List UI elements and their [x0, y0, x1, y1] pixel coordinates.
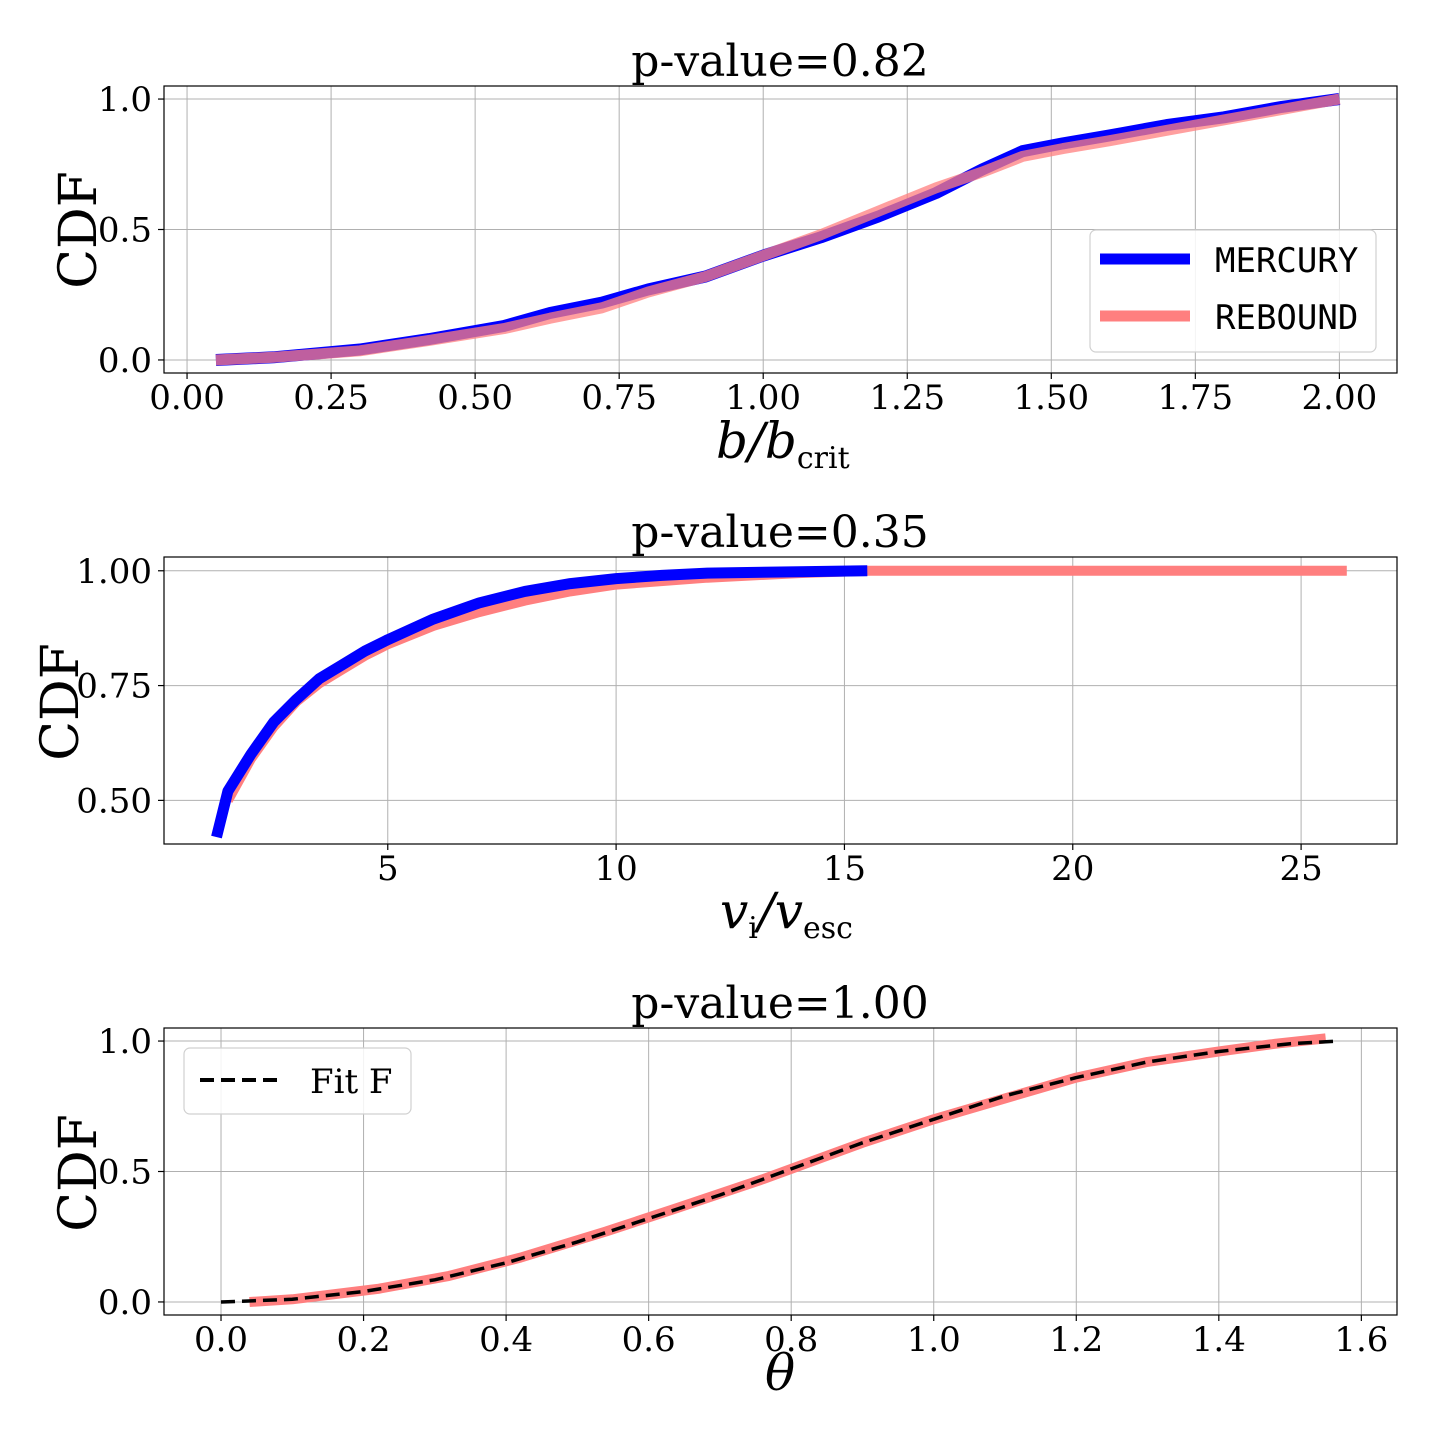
x-tick-label: 1.75: [1157, 378, 1233, 418]
panel-2-x-axis-label-subscript-2: esc: [803, 911, 853, 946]
y-tick-label: 0.0: [98, 1283, 152, 1323]
panel-3-x-axis-label: θ: [765, 1344, 795, 1402]
panel-2-x-axis-label-subscript: i: [748, 911, 758, 946]
panel-1-x-axis-label-subscript: crit: [797, 441, 850, 476]
y-tick-label: 0.5: [98, 211, 152, 251]
x-tick-label: 0.4: [479, 1320, 533, 1360]
panel-2-x-axis-label: vi/vesc: [720, 882, 853, 946]
panel-2-x-ticks: 5 10 15 20 25: [377, 844, 1323, 889]
series-line-fit-f: [220, 1039, 1341, 1304]
panel-1-legend-label-rebound: REBOUND: [1215, 298, 1358, 338]
series-line-mercury: [211, 565, 868, 839]
x-tick-label: 1.0: [907, 1320, 961, 1360]
panel-2-y-ticks: 0.50 0.75 1.00: [76, 552, 164, 821]
panel-2-x-axis-label-mid: /v: [754, 882, 803, 940]
x-tick-label: 0.0: [194, 1320, 248, 1360]
panel-3-x-ticks: 0.0 0.2 0.4 0.6 0.8 1.0 1.2 1.4 1.6: [194, 1315, 1388, 1360]
y-tick-label: 0.75: [76, 667, 152, 707]
panel-1-series: [215, 93, 1341, 366]
panel-3-series: [220, 1033, 1341, 1307]
x-tick-label: 1.00: [725, 378, 801, 418]
panel-1-grid: [164, 86, 1397, 373]
panel-3-title: p-value=1.00: [631, 978, 928, 1029]
y-tick-label: 0.5: [98, 1153, 152, 1193]
x-tick-label: 1.4: [1192, 1320, 1246, 1360]
panel-1-y-ticks: 0.0 0.5 1.0: [98, 80, 164, 381]
series-line-rebound: [215, 93, 1341, 366]
panel-1: 0.00 0.25 0.50 0.75 1.00 1.25 1.50 1.75 2.00 0.0…: [49, 36, 1398, 476]
y-tick-label: 1.0: [98, 80, 152, 120]
x-tick-label: 20: [1051, 849, 1094, 889]
x-tick-label: 1.50: [1013, 378, 1089, 418]
panel-2-x-axis-label-main: v: [720, 882, 748, 940]
x-tick-label: 25: [1279, 849, 1322, 889]
x-tick-label: 0.75: [581, 378, 657, 418]
x-tick-label: 5: [377, 849, 399, 889]
x-tick-label: 0.00: [149, 378, 225, 418]
panel-2: 5 10 15 20 25 0.500.751.00 p-value=0.35 CDF …: [31, 507, 1398, 946]
panel-2-title: p-value=0.35: [631, 507, 928, 558]
panel-1-legend: MERCURY REBOUND: [1089, 229, 1377, 353]
x-tick-label: 10: [594, 849, 637, 889]
panel-2-y-axis-label: CDF: [31, 643, 91, 761]
panel-1-title: p-value=0.82: [631, 36, 928, 87]
panel-1-x-axis-label: b/bcrit: [716, 412, 850, 476]
y-tick-label: 0.0: [98, 341, 152, 381]
x-tick-label: 0.2: [337, 1320, 391, 1360]
panel-1-legend-label-mercury: MERCURY: [1215, 241, 1358, 281]
x-tick-label: 0.25: [293, 378, 369, 418]
x-tick-label: 1.6: [1334, 1320, 1388, 1360]
panel-1-x-axis-label-main: b/b: [716, 412, 797, 470]
y-tick-label: 0.50: [76, 781, 152, 821]
panel-3-legend: Fit F: [183, 1047, 412, 1115]
x-tick-label: 2.00: [1302, 378, 1378, 418]
x-tick-label: 15: [823, 849, 866, 889]
x-tick-label: 1.2: [1049, 1320, 1103, 1360]
panel-3-y-ticks: 0.0 0.5 1.0: [98, 1022, 164, 1323]
panel-2-plot-area: [163, 556, 1398, 845]
panel-2-grid: [164, 557, 1397, 844]
panel-3-legend-label-fit: Fit F: [310, 1062, 393, 1102]
x-tick-label: 0.8: [764, 1320, 818, 1360]
x-tick-label: 0.50: [437, 378, 513, 418]
panel-3-legend-box: [183, 1047, 412, 1115]
x-tick-label: 1.25: [869, 378, 945, 418]
panel-2-series: [211, 565, 1347, 839]
x-tick-label: 0.6: [622, 1320, 676, 1360]
panel-1-x-ticks: 0.00 0.25 0.50 0.75 1.00 1.25 1.50 1.75 2.00: [149, 373, 1377, 418]
y-tick-label: 1.0: [98, 1022, 152, 1062]
panel-1-y-axis-label: CDF: [49, 171, 109, 289]
panel-3: 0.0 0.2 0.4 0.6 0.8 1.0 1.2 1.4 1.6 0.0 0.5 1.0 p-…: [49, 978, 1398, 1402]
panel-3-y-axis-label: CDF: [49, 1114, 109, 1232]
y-tick-label: 1.00: [76, 552, 152, 592]
